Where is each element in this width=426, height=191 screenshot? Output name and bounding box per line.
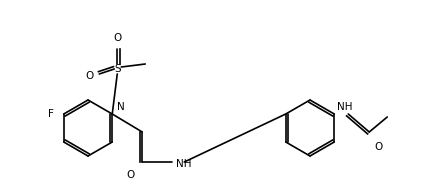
Text: NH: NH bbox=[337, 102, 352, 112]
Text: N: N bbox=[117, 102, 125, 112]
Text: NH: NH bbox=[176, 159, 191, 169]
Text: O: O bbox=[85, 71, 93, 81]
Text: S: S bbox=[114, 64, 120, 74]
Text: O: O bbox=[126, 170, 134, 180]
Text: O: O bbox=[113, 33, 121, 43]
Text: F: F bbox=[48, 109, 54, 119]
Text: O: O bbox=[373, 142, 382, 152]
